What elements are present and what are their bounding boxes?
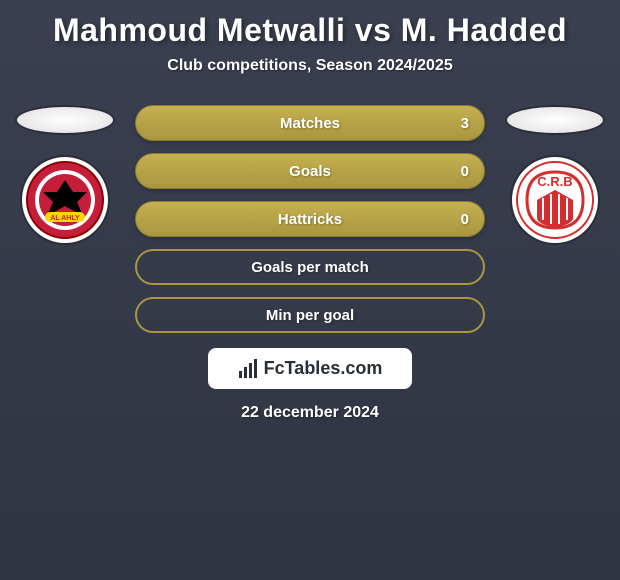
stat-label: Matches bbox=[280, 115, 340, 132]
club-right-logo: C.R.B bbox=[510, 155, 600, 245]
footer: FcTables.com 22 december 2024 bbox=[0, 348, 620, 422]
player-left-column: AL AHLY bbox=[15, 105, 115, 245]
stat-label: Hattricks bbox=[278, 211, 342, 228]
player-right-avatar bbox=[505, 105, 605, 135]
stat-row-matches: Matches 3 bbox=[135, 105, 485, 141]
brand-text: FcTables.com bbox=[264, 358, 383, 379]
player-left-avatar bbox=[15, 105, 115, 135]
comparison-subtitle: Club competitions, Season 2024/2025 bbox=[0, 57, 620, 75]
player-right-column: C.R.B bbox=[505, 105, 605, 245]
stat-right-value: 0 bbox=[461, 163, 469, 180]
club-left-logo: AL AHLY bbox=[20, 155, 110, 245]
comparison-title: Mahmoud Metwalli vs M. Hadded bbox=[0, 0, 620, 57]
svg-text:C.R.B: C.R.B bbox=[537, 174, 572, 189]
stat-label: Min per goal bbox=[266, 307, 354, 324]
stats-column: Matches 3 Goals 0 Hattricks 0 Goals per … bbox=[135, 105, 485, 333]
stat-label: Goals per match bbox=[251, 259, 369, 276]
comparison-card: Mahmoud Metwalli vs M. Hadded Club compe… bbox=[0, 0, 620, 422]
date-text: 22 december 2024 bbox=[241, 404, 379, 422]
stat-row-hattricks: Hattricks 0 bbox=[135, 201, 485, 237]
al-ahly-logo-icon: AL AHLY bbox=[25, 160, 105, 240]
stat-right-value: 0 bbox=[461, 211, 469, 228]
chart-icon bbox=[238, 359, 258, 379]
svg-text:AL AHLY: AL AHLY bbox=[50, 215, 80, 222]
stat-row-goals: Goals 0 bbox=[135, 153, 485, 189]
stat-label: Goals bbox=[289, 163, 331, 180]
stat-row-min-per-goal: Min per goal bbox=[135, 297, 485, 333]
stat-row-goals-per-match: Goals per match bbox=[135, 249, 485, 285]
stat-right-value: 3 bbox=[461, 115, 469, 132]
brand-box: FcTables.com bbox=[208, 348, 413, 389]
crb-logo-icon: C.R.B bbox=[515, 160, 595, 240]
comparison-body: AL AHLY Matches 3 Goals 0 Hattricks 0 bbox=[0, 105, 620, 333]
